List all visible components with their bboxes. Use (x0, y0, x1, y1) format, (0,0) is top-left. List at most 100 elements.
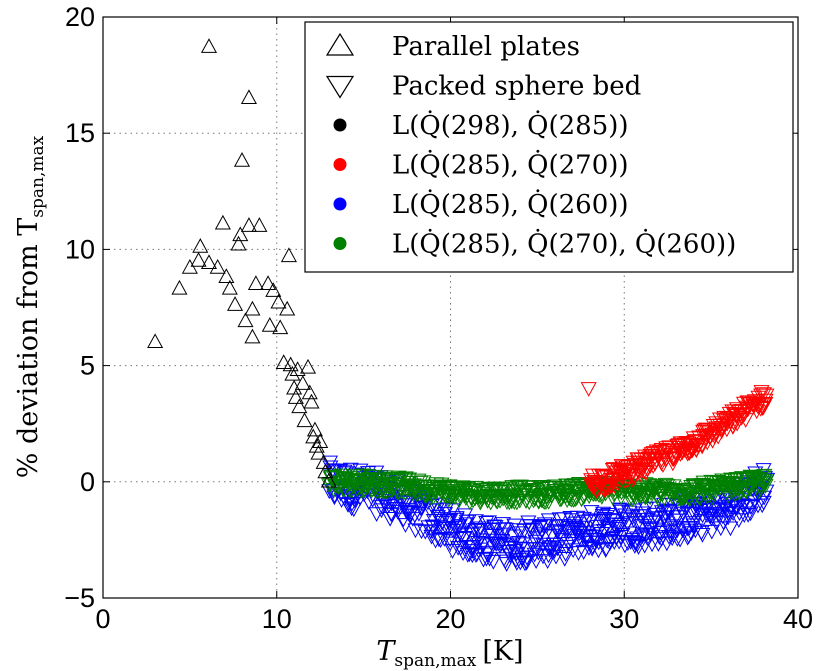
data-point (432, 533, 449, 549)
data-point (279, 300, 296, 316)
data-point (303, 393, 320, 409)
data-point (755, 495, 772, 511)
data-point (583, 505, 600, 520)
data-point (556, 551, 573, 567)
data-point (389, 504, 406, 520)
data-point (604, 468, 621, 484)
data-point (623, 468, 640, 484)
series-5 (320, 468, 775, 511)
data-point (244, 300, 261, 316)
data-point (190, 251, 207, 267)
data-point (694, 514, 711, 529)
data-point (582, 514, 599, 530)
data-point (291, 398, 308, 414)
data-point (565, 543, 582, 559)
data-point (232, 226, 249, 242)
data-point (662, 504, 679, 520)
legend-marker-dot (333, 158, 347, 171)
data-point (470, 524, 487, 539)
data-point (596, 524, 613, 539)
data-point (495, 527, 512, 543)
data-point (713, 424, 730, 440)
legend-entry: L(Q̇(285), Q̇(270)) (333, 150, 629, 181)
data-point (563, 479, 580, 495)
data-point (511, 526, 528, 542)
data-point (607, 521, 625, 537)
legend-marker-dot (333, 118, 347, 132)
data-point (306, 421, 324, 437)
data-point (670, 513, 687, 529)
legend-entry: L(Q̇(298), Q̇(285)) (333, 110, 629, 141)
data-point (605, 514, 622, 529)
data-point (321, 455, 339, 471)
data-point (459, 481, 476, 497)
data-point (209, 258, 226, 274)
data-point (492, 539, 509, 554)
data-point (511, 523, 528, 538)
data-point (467, 523, 484, 538)
data-point (498, 557, 515, 572)
data-point (147, 333, 164, 349)
data-point (626, 539, 643, 554)
x-axis-label: Tspan,max [K] (376, 636, 523, 671)
data-point (265, 282, 282, 297)
ticks (102, 16, 799, 599)
data-point (557, 547, 574, 562)
data-point (221, 279, 238, 295)
data-point (464, 544, 481, 559)
data-point (429, 510, 446, 525)
data-point (485, 554, 502, 570)
x-tick-label: 30 (609, 604, 639, 634)
data-point (260, 275, 277, 290)
data-point (251, 217, 268, 232)
data-point (486, 519, 503, 535)
data-point (653, 532, 670, 547)
data-point (587, 532, 604, 548)
data-point (227, 296, 244, 311)
legend: Parallel plates Packed sphere bed L(Q̇(298… (304, 21, 794, 273)
data-point (457, 531, 474, 546)
data-point (757, 475, 775, 491)
legend-marker-triangle-up (325, 32, 355, 56)
data-point (572, 525, 590, 541)
data-point (606, 478, 623, 494)
data-point (511, 480, 528, 496)
data-point (752, 471, 769, 487)
data-point (530, 545, 547, 561)
data-point (467, 480, 484, 496)
data-point (621, 505, 638, 521)
data-point (580, 382, 597, 397)
data-point (665, 452, 682, 467)
data-point (639, 486, 656, 502)
data-point (681, 521, 698, 536)
legend-entry: Parallel plates (325, 32, 580, 62)
data-point (453, 528, 470, 544)
y-tick-label: 0 (80, 467, 95, 497)
data-point (340, 498, 357, 513)
data-point (710, 508, 727, 524)
data-point (261, 317, 278, 332)
data-point (550, 524, 567, 540)
data-point (757, 396, 774, 412)
data-point (639, 512, 657, 528)
data-point (608, 517, 625, 533)
legend-label: Packed sphere bed (392, 72, 641, 102)
legend-entry: L(Q̇(285), Q̇(260)) (333, 189, 629, 220)
data-point (628, 531, 646, 547)
data-point (753, 385, 770, 400)
data-point (310, 444, 327, 460)
data-point (733, 471, 751, 486)
data-point (617, 508, 634, 524)
data-point (244, 328, 261, 344)
data-point (625, 513, 642, 528)
data-point (532, 527, 549, 543)
data-point (536, 517, 553, 533)
data-point (757, 393, 774, 409)
data-point (638, 489, 655, 504)
data-point (629, 537, 646, 553)
legend-label: L(Q̇(298), Q̇(285)) (392, 110, 629, 141)
data-point (214, 214, 231, 230)
legend-entry: L(Q̇(285), Q̇(270), Q̇(260)) (333, 229, 736, 260)
data-point (546, 544, 563, 560)
